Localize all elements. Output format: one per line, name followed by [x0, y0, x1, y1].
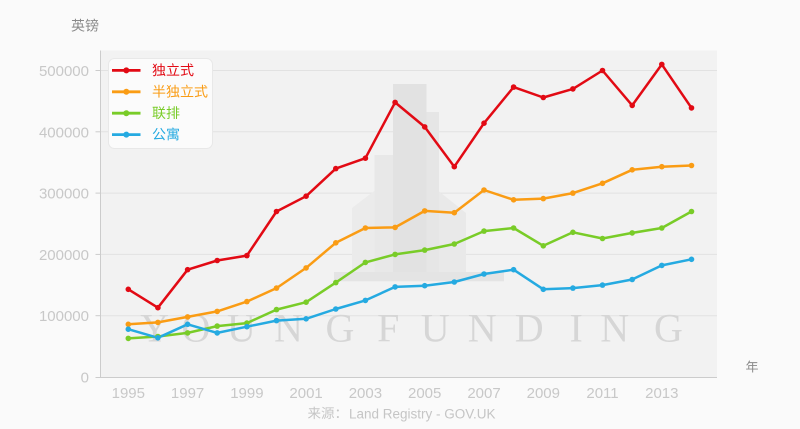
svg-text:500000: 500000: [39, 63, 89, 80]
svg-text:Y: Y: [140, 306, 169, 351]
svg-text:U: U: [421, 306, 450, 351]
svg-text:G: G: [326, 306, 355, 351]
svg-text:2001: 2001: [289, 385, 322, 402]
svg-text:2005: 2005: [408, 385, 441, 402]
svg-text:1997: 1997: [171, 385, 204, 402]
svg-text:2009: 2009: [527, 385, 560, 402]
svg-text:G: G: [654, 306, 683, 351]
svg-text:D: D: [515, 306, 544, 351]
svg-text:N: N: [600, 306, 629, 351]
svg-text:N: N: [468, 306, 497, 351]
svg-text:N: N: [274, 306, 303, 351]
svg-text:2013: 2013: [645, 385, 678, 402]
svg-text:300000: 300000: [39, 186, 89, 203]
svg-text:400000: 400000: [39, 124, 89, 141]
svg-text:1995: 1995: [112, 385, 145, 402]
svg-text:2011: 2011: [586, 385, 618, 402]
svg-text:200000: 200000: [39, 247, 89, 264]
svg-text:2003: 2003: [349, 385, 382, 402]
svg-text:2007: 2007: [467, 385, 500, 402]
svg-text:100000: 100000: [39, 308, 89, 325]
svg-text:Land Registry - GOV.UK: Land Registry - GOV.UK: [349, 406, 496, 421]
svg-text:0: 0: [81, 370, 89, 387]
svg-text:I: I: [570, 306, 583, 351]
svg-text:1999: 1999: [230, 385, 263, 402]
svg-text:F: F: [377, 306, 399, 351]
